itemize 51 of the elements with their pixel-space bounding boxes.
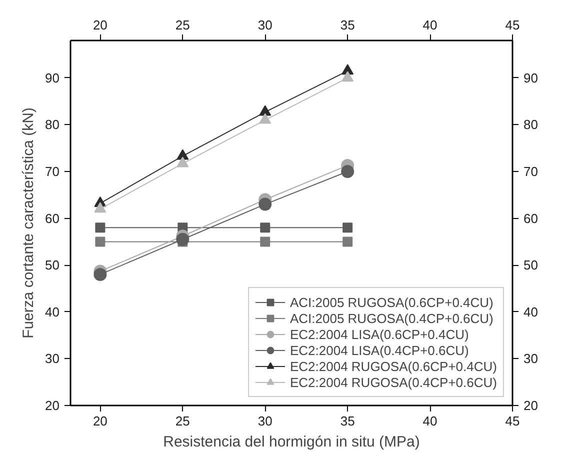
x-tick-label: 30 [258, 18, 272, 32]
y2-tick-label: 70 [524, 164, 538, 180]
y2-tick-label: 30 [524, 351, 538, 366]
y2-tick-label: 80 [524, 117, 538, 132]
point [176, 156, 189, 168]
point [342, 71, 354, 82]
point [259, 105, 272, 116]
point [176, 232, 190, 246]
point [341, 165, 354, 178]
point [342, 236, 353, 247]
legend-label: EC2:2004 RUGOSA(0.6CP+0.4CU) [290, 358, 497, 374]
y-tick-label: 30 [45, 351, 60, 366]
point [95, 222, 106, 233]
point [260, 222, 270, 233]
legend-label: EC2:2004 RUGOSA(0.4CP+0.6CU) [290, 374, 497, 390]
y-tick-label: 20 [45, 398, 60, 413]
point [259, 113, 272, 124]
legend-label: ACI:2005 RUGOSA(0.6CP+0.4CU) [290, 294, 494, 310]
point [258, 198, 272, 211]
y-axis-title: Fuerza cortante característica (kN) [20, 108, 38, 338]
y2-tick-label: 20 [524, 398, 538, 413]
legend-label: EC2:2004 LISA(0.4CP+0.6CU) [290, 342, 469, 358]
x-tick-label: 45 [505, 18, 520, 32]
point [342, 222, 353, 233]
point [95, 236, 106, 247]
x2-tick-label: 35 [340, 414, 355, 428]
y2-tick-label: 40 [524, 304, 538, 320]
x2-tick-label: 30 [258, 414, 272, 428]
point [260, 236, 270, 247]
y-tick-label: 60 [45, 210, 60, 226]
point [94, 202, 106, 213]
x2-tick-label: 20 [92, 414, 108, 428]
y-tick-label: 40 [45, 304, 60, 320]
x2-tick-label: 45 [505, 414, 520, 428]
legend-label: EC2:2004 LISA(0.6CP+0.4CU) [290, 326, 469, 342]
x-tick-label: 35 [340, 18, 355, 32]
x2-tick-label: 25 [175, 414, 190, 428]
y-tick-label: 90 [45, 70, 60, 86]
x-axis-title: Resistencia del hormigón in situ (MPa) [163, 434, 420, 450]
x-tick-label: 25 [175, 18, 190, 32]
point [94, 268, 107, 281]
y-tick-label: 80 [45, 117, 60, 132]
x2-tick-label: 40 [422, 414, 438, 428]
x-tick-label: 20 [92, 18, 108, 32]
y-tick-label: 50 [45, 258, 60, 273]
y-tick-label: 70 [45, 164, 60, 180]
y2-tick-label: 50 [524, 258, 538, 273]
y2-tick-label: 60 [524, 210, 538, 226]
x-tick-label: 40 [422, 18, 438, 32]
y2-tick-label: 90 [524, 70, 538, 86]
legend-label: ACI:2005 RUGOSA(0.4CP+0.6CU) [290, 310, 494, 326]
